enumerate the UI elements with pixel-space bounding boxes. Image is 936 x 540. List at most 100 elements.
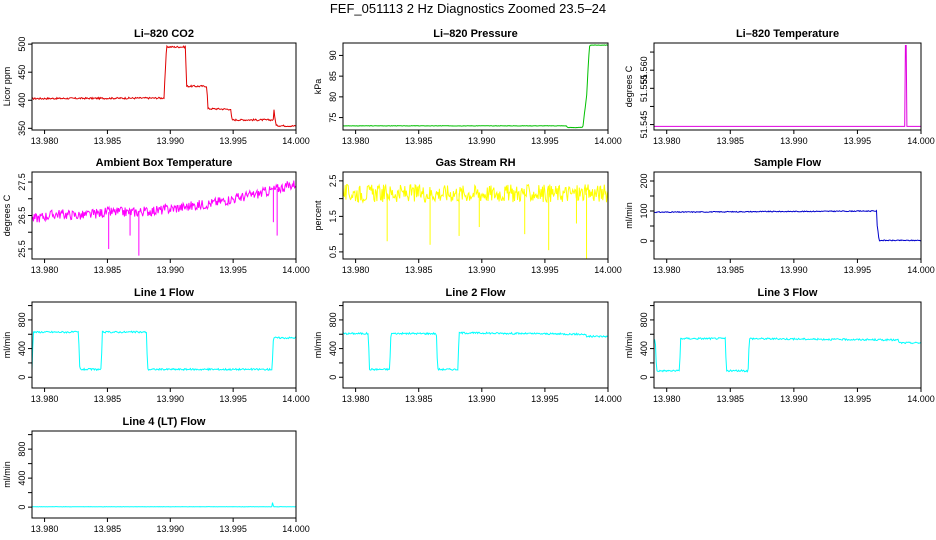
panel-title: Line 1 Flow (134, 287, 194, 299)
y-tick-label: 1.5 (328, 210, 338, 223)
y-tick-label: 400 (17, 471, 27, 486)
y-tick-label: 90 (328, 50, 338, 60)
x-tick-label: 13.995 (531, 265, 559, 275)
x-tick-label: 13.990 (780, 265, 808, 275)
y-axis-label: ml/min (313, 332, 323, 359)
x-tick-label: 13.990 (780, 394, 808, 404)
series-line (32, 502, 297, 508)
x-tick-label: 13.980 (653, 265, 681, 275)
x-tick-label: 13.995 (219, 265, 247, 275)
figure-title: FEF_051113 2 Hz Diagnostics Zoomed 23.5–… (329, 1, 607, 16)
series-line (654, 45, 921, 127)
panel-5: Gas Stream RH percent 13.980 13.985 13.990 13… (313, 157, 622, 275)
x-tick-label: 13.990 (468, 394, 496, 404)
plot-frame (653, 301, 922, 389)
x-tick-label: 13.995 (219, 394, 247, 404)
panel-1: Li–820 CO2 Licor ppm 13.980 13.985 13.990 13.… (2, 28, 310, 146)
x-tick-label: 13.980 (342, 394, 370, 404)
y-tick-label: 51.545 (639, 111, 649, 139)
y-tick-label: 75 (328, 113, 338, 123)
x-tick-label: 14.000 (282, 524, 310, 534)
panel-9: Line 3 Flow ml/min 13.980 13.985 13.990 13.99… (624, 287, 935, 404)
x-tick-label: 13.995 (844, 394, 872, 404)
y-tick-label: 800 (17, 312, 27, 327)
y-tick-label: 0 (17, 505, 27, 510)
plot-frame (31, 430, 297, 519)
series-line (653, 209, 922, 242)
y-axis-label: ml/min (624, 202, 634, 229)
x-tick-label: 13.980 (653, 394, 681, 404)
x-tick-label: 13.990 (157, 394, 185, 404)
y-tick-label: 0 (17, 375, 27, 380)
panel-4: Ambient Box Temperature degrees C 13.980 13… (2, 157, 310, 275)
y-tick-label: 800 (328, 312, 338, 327)
y-tick-label: 450 (17, 65, 27, 80)
x-tick-label: 14.000 (282, 265, 310, 275)
panel-2: Li–820 Pressure kPa 13.980 13.985 13.990 13.9… (313, 28, 622, 146)
y-tick-label: 500 (17, 37, 27, 52)
x-tick-label: 14.000 (594, 136, 622, 146)
y-tick-label: 400 (17, 93, 27, 108)
y-tick-label: 27.5 (17, 173, 27, 191)
x-tick-label: 13.990 (780, 136, 808, 146)
x-tick-label: 14.000 (594, 265, 622, 275)
series-line (31, 180, 297, 223)
panel-title: Line 4 (LT) Flow (123, 416, 206, 428)
series-line (653, 336, 922, 373)
y-axis-label: degrees C (624, 65, 634, 107)
y-tick-label: 100 (639, 203, 649, 218)
x-tick-label: 13.990 (157, 524, 185, 534)
y-tick-label: 800 (17, 442, 27, 457)
y-tick-label: 51.560 (639, 56, 649, 84)
y-tick-label: 80 (328, 92, 338, 102)
x-tick-label: 13.980 (31, 394, 59, 404)
plot-frame (342, 171, 609, 260)
panel-10: Line 4 (LT) Flow ml/min 13.980 13.985 13.990… (2, 416, 310, 534)
plot-frame (342, 42, 609, 131)
x-tick-label: 13.995 (844, 265, 872, 275)
y-axis-label: ml/min (2, 332, 12, 359)
x-tick-label: 13.980 (342, 265, 370, 275)
x-tick-label: 13.980 (31, 265, 59, 275)
y-tick-label: 51.555 (639, 75, 649, 103)
y-axis-label: Licor ppm (2, 67, 12, 107)
y-tick-label: 0 (639, 375, 649, 380)
series-line (342, 44, 609, 129)
panel-title: Sample Flow (754, 157, 822, 169)
x-tick-label: 13.980 (653, 136, 681, 146)
plot-frame (653, 171, 922, 260)
panel-7: Line 1 Flow ml/min 13.980 13.985 13.990 13.99… (2, 287, 310, 404)
x-tick-label: 14.000 (282, 136, 310, 146)
series-line (31, 330, 297, 372)
panel-title: Ambient Box Temperature (96, 157, 233, 169)
x-tick-label: 14.000 (282, 394, 310, 404)
x-tick-label: 13.990 (157, 265, 185, 275)
x-tick-label: 13.985 (94, 136, 122, 146)
x-tick-label: 13.995 (531, 394, 559, 404)
x-tick-label: 13.990 (157, 136, 185, 146)
plot-frame (342, 301, 609, 389)
series-line (342, 331, 609, 372)
y-axis-label: ml/min (624, 332, 634, 359)
x-tick-label: 13.985 (717, 394, 745, 404)
y-tick-label: 350 (17, 121, 27, 136)
x-tick-label: 13.995 (531, 136, 559, 146)
panel-3: Li–820 Temperature degrees C 13.980 13.985 1… (624, 28, 935, 146)
y-axis-label: kPa (313, 79, 323, 95)
y-tick-label: 25.5 (17, 240, 27, 258)
x-tick-label: 13.985 (717, 136, 745, 146)
x-tick-label: 13.990 (468, 136, 496, 146)
x-tick-label: 14.000 (907, 136, 935, 146)
x-tick-label: 13.990 (468, 265, 496, 275)
x-tick-label: 13.985 (94, 265, 122, 275)
series-line (32, 44, 297, 128)
panel-6: Sample Flow ml/min 13.980 13.985 13.990 13.99… (624, 157, 935, 275)
x-tick-label: 13.995 (844, 136, 872, 146)
y-tick-label: 400 (328, 341, 338, 356)
plot-frame (31, 42, 297, 131)
x-tick-label: 13.985 (405, 394, 433, 404)
panel-title: Li–820 Pressure (433, 28, 517, 40)
y-tick-label: 2.5 (328, 175, 338, 188)
y-axis-label: ml/min (2, 461, 12, 488)
